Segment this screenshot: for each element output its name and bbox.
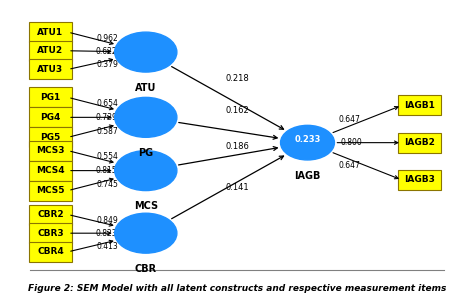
- Text: 0.413: 0.413: [97, 242, 118, 250]
- Text: 0.587: 0.587: [97, 127, 118, 135]
- Text: PG4: PG4: [40, 113, 61, 122]
- FancyBboxPatch shape: [398, 133, 441, 153]
- Text: PG1: PG1: [40, 93, 61, 102]
- Text: 0.800: 0.800: [340, 138, 362, 147]
- Text: 0.218: 0.218: [225, 74, 249, 83]
- Text: Figure 2: SEM Model with all latent constructs and respective measurement items: Figure 2: SEM Model with all latent cons…: [28, 284, 446, 293]
- Circle shape: [115, 97, 177, 137]
- Text: ATU2: ATU2: [37, 46, 64, 55]
- FancyBboxPatch shape: [28, 242, 72, 262]
- FancyBboxPatch shape: [28, 181, 72, 201]
- FancyBboxPatch shape: [28, 141, 72, 160]
- FancyBboxPatch shape: [28, 204, 72, 224]
- FancyBboxPatch shape: [28, 160, 72, 181]
- Text: 0.849: 0.849: [97, 216, 118, 225]
- Text: 0.162: 0.162: [225, 106, 249, 115]
- Circle shape: [115, 151, 177, 191]
- Text: 0.233: 0.233: [294, 135, 321, 145]
- Text: 0.379: 0.379: [96, 60, 118, 68]
- Text: MCS3: MCS3: [36, 146, 64, 155]
- FancyBboxPatch shape: [28, 87, 72, 107]
- FancyBboxPatch shape: [28, 22, 72, 42]
- Text: CBR3: CBR3: [37, 229, 64, 238]
- Text: 0.647: 0.647: [338, 161, 360, 170]
- Text: IAGB: IAGB: [294, 171, 321, 181]
- Text: MCS4: MCS4: [36, 166, 65, 175]
- Text: 0.647: 0.647: [338, 115, 360, 124]
- Text: 0.654: 0.654: [97, 99, 118, 108]
- Text: MCS: MCS: [134, 201, 158, 211]
- Circle shape: [115, 213, 177, 253]
- Text: 0.962: 0.962: [97, 34, 118, 43]
- FancyBboxPatch shape: [28, 59, 72, 79]
- Text: IAGB2: IAGB2: [404, 138, 435, 147]
- FancyBboxPatch shape: [28, 107, 72, 127]
- Text: 0.815: 0.815: [95, 166, 117, 175]
- Text: 0.745: 0.745: [97, 180, 118, 189]
- Text: CBR: CBR: [135, 264, 157, 274]
- Text: 0.823: 0.823: [95, 229, 117, 238]
- Text: ATU1: ATU1: [37, 28, 64, 37]
- Text: CBR2: CBR2: [37, 210, 64, 219]
- Text: 0.622: 0.622: [95, 47, 117, 56]
- Text: IAGB3: IAGB3: [404, 176, 435, 184]
- FancyBboxPatch shape: [28, 223, 72, 243]
- FancyBboxPatch shape: [28, 41, 72, 61]
- Text: MCS5: MCS5: [36, 186, 64, 195]
- Text: PG5: PG5: [40, 133, 61, 142]
- Text: 0.141: 0.141: [225, 183, 249, 192]
- Circle shape: [281, 125, 335, 160]
- Text: IAGB1: IAGB1: [404, 101, 435, 110]
- FancyBboxPatch shape: [398, 170, 441, 190]
- Text: CBR4: CBR4: [37, 247, 64, 256]
- Text: 0.554: 0.554: [97, 153, 118, 161]
- Text: 0.739: 0.739: [95, 113, 118, 122]
- Text: PG: PG: [138, 148, 154, 158]
- FancyBboxPatch shape: [28, 127, 72, 147]
- Text: 0.186: 0.186: [225, 142, 249, 151]
- Text: ATU: ATU: [135, 83, 156, 93]
- Text: ATU3: ATU3: [37, 65, 64, 74]
- Circle shape: [115, 32, 177, 72]
- FancyBboxPatch shape: [398, 95, 441, 115]
